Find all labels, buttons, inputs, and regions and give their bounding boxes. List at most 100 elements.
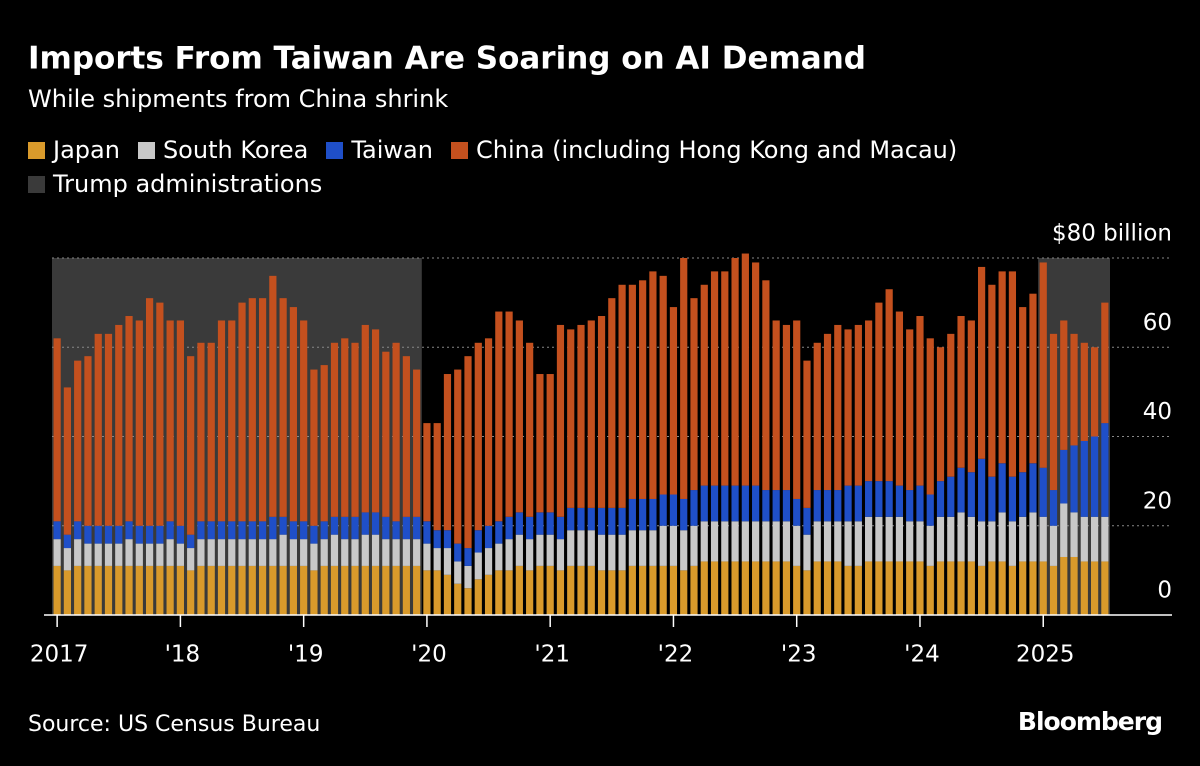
bar-segment — [597, 507, 606, 535]
bar-segment — [1080, 561, 1088, 615]
bar-segment — [967, 516, 975, 562]
chart-title: Imports From Taiwan Are Soaring on AI De… — [28, 41, 866, 77]
bar-segment — [1070, 556, 1078, 615]
bar-segment — [371, 329, 380, 513]
bar-segment — [228, 565, 236, 615]
bar-segment — [156, 565, 164, 615]
bar-segment — [772, 490, 780, 522]
legend-swatch — [28, 141, 45, 159]
bar-segment — [597, 534, 606, 571]
bar-segment — [844, 485, 852, 522]
bar-segment — [1039, 467, 1047, 517]
bar-segment — [957, 561, 965, 615]
bar-segment — [762, 521, 770, 562]
bar-segment — [443, 374, 452, 531]
bar-segment — [793, 565, 801, 615]
bar-segment — [104, 543, 113, 566]
bar-segment — [238, 521, 246, 540]
bar-segment — [53, 521, 61, 540]
bar-segment — [515, 534, 523, 566]
legend-label: Japan — [53, 136, 120, 164]
bar-segment — [916, 561, 924, 615]
bar-segment — [258, 298, 267, 522]
bar-segment — [669, 307, 678, 495]
source: Source: US Census Bureau — [28, 712, 320, 737]
bar-segment — [1070, 333, 1078, 446]
bar-segment — [680, 570, 688, 615]
legend-label: China (including Hong Kong and Macau) — [475, 136, 958, 164]
bar-segment — [1008, 271, 1017, 477]
bar-segment — [526, 342, 534, 517]
bar-segment — [382, 516, 390, 540]
bar-segment — [813, 521, 821, 562]
bar-segment — [823, 333, 832, 491]
bar-segment — [957, 316, 965, 468]
bar-segment — [669, 565, 678, 615]
bar-segment — [505, 516, 513, 540]
bar-segment — [402, 539, 410, 566]
bar-segment — [772, 561, 780, 615]
bar-segment — [135, 525, 143, 544]
bar-segment — [248, 539, 256, 566]
bar-segment — [628, 284, 636, 499]
bar-segment — [752, 561, 760, 615]
bar-segment — [782, 324, 791, 491]
bar-segment — [710, 521, 719, 562]
bar-segment — [669, 525, 678, 566]
bar-segment — [988, 561, 996, 615]
bar-segment — [762, 490, 770, 522]
bar-segment — [474, 552, 482, 580]
bar-segment — [495, 543, 503, 571]
bar-segment — [556, 570, 565, 615]
x-tick-label: '23 — [781, 642, 817, 668]
bar-segment — [1090, 561, 1099, 615]
bar-segment — [94, 565, 102, 615]
bar-segment — [803, 534, 811, 571]
bar-segment — [936, 481, 945, 517]
bar-segment — [341, 565, 349, 615]
bar-segment — [361, 534, 369, 566]
bar-segment — [433, 530, 441, 549]
bar-segment — [608, 298, 616, 508]
bar-segment — [680, 498, 688, 531]
bar-segment — [217, 565, 226, 615]
bar-segment — [536, 374, 544, 513]
legend-item: South Korea — [137, 136, 308, 164]
bar-segment — [166, 565, 174, 615]
bar-segment — [1101, 302, 1109, 424]
bar-segment — [330, 565, 339, 615]
bar-segment — [936, 516, 945, 562]
bar-segment — [1049, 490, 1058, 526]
bar-segment — [998, 512, 1006, 562]
bar-segment — [967, 561, 975, 615]
bar-segment — [166, 539, 174, 566]
bar-segment — [392, 521, 400, 540]
bar-segment — [926, 338, 934, 495]
bar-segment — [926, 494, 934, 526]
bar-segment — [433, 423, 441, 531]
bar-segment — [895, 516, 904, 562]
bar-segment — [639, 280, 647, 499]
bar-segment — [197, 539, 205, 566]
bar-segment — [53, 539, 61, 566]
bar-segment — [63, 387, 72, 535]
bar-segment — [279, 516, 287, 535]
legend: Japan South Korea Taiwan China (including H… — [28, 136, 1088, 198]
bar-segment — [1060, 320, 1068, 450]
bar-segment — [731, 258, 739, 486]
bar-segment — [752, 521, 760, 562]
bar-segment — [546, 534, 554, 566]
bar-segment — [413, 539, 421, 566]
bar-segment — [978, 565, 986, 615]
bar-segment — [710, 485, 719, 522]
bar-segment — [967, 320, 975, 473]
bar-segment — [916, 485, 924, 522]
bar-segment — [1019, 307, 1027, 473]
bar-segment — [94, 525, 102, 544]
bar-segment — [84, 525, 92, 544]
bar-segment — [300, 521, 308, 540]
bar-segment — [197, 342, 205, 522]
bar-segment — [700, 284, 708, 486]
bar-segment — [988, 521, 996, 562]
bar-segment — [1029, 463, 1037, 513]
